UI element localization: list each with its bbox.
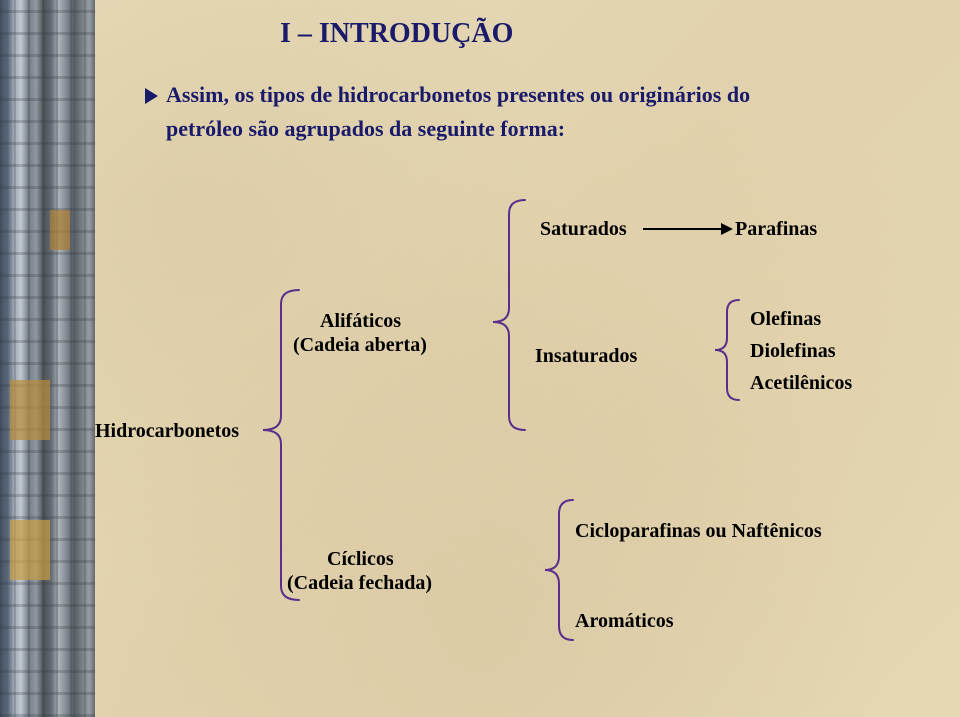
- label-aromaticos: Aromáticos: [575, 610, 674, 633]
- arrow-saturados-parafinas: [643, 228, 721, 230]
- bullet-paragraph: Assim, os tipos de hidrocarbonetos prese…: [145, 78, 750, 146]
- label-olefinas: Olefinas: [750, 308, 821, 331]
- label-acetilenicos: Acetilênicos: [750, 372, 852, 395]
- label-diolefinas: Diolefinas: [750, 340, 836, 363]
- brace-insaturados: [713, 298, 741, 402]
- brace-hidrocarbonetos: [261, 288, 301, 602]
- label-saturados: Saturados: [540, 218, 627, 241]
- label-ciclicos-line1: Cíclicos: [327, 548, 394, 571]
- arrow-head-icon: [721, 223, 733, 235]
- bullet-line-2: petróleo são agrupados da seguinte forma…: [166, 116, 565, 141]
- label-parafinas: Parafinas: [735, 218, 817, 241]
- label-insaturados: Insaturados: [535, 345, 637, 368]
- label-hidrocarbonetos: Hidrocarbonetos: [95, 420, 239, 443]
- brace-ciclicos: [543, 498, 575, 642]
- bullet-line-1: Assim, os tipos de hidrocarbonetos prese…: [166, 82, 750, 107]
- bullet-arrow-icon: [145, 88, 158, 104]
- label-alifaticos-line2: (Cadeia aberta): [293, 334, 427, 357]
- page-title: I – INTRODUÇÃO: [280, 18, 513, 50]
- label-ciclicos-line2: (Cadeia fechada): [287, 572, 432, 595]
- brace-alifaticos: [491, 198, 527, 432]
- label-cicloparafinas: Cicloparafinas ou Naftênicos: [575, 520, 822, 543]
- label-alifaticos-line1: Alifáticos: [320, 310, 401, 333]
- side-industrial-photo: [0, 0, 95, 717]
- slide-content: I – INTRODUÇÃO Assim, os tipos de hidroc…: [95, 0, 960, 717]
